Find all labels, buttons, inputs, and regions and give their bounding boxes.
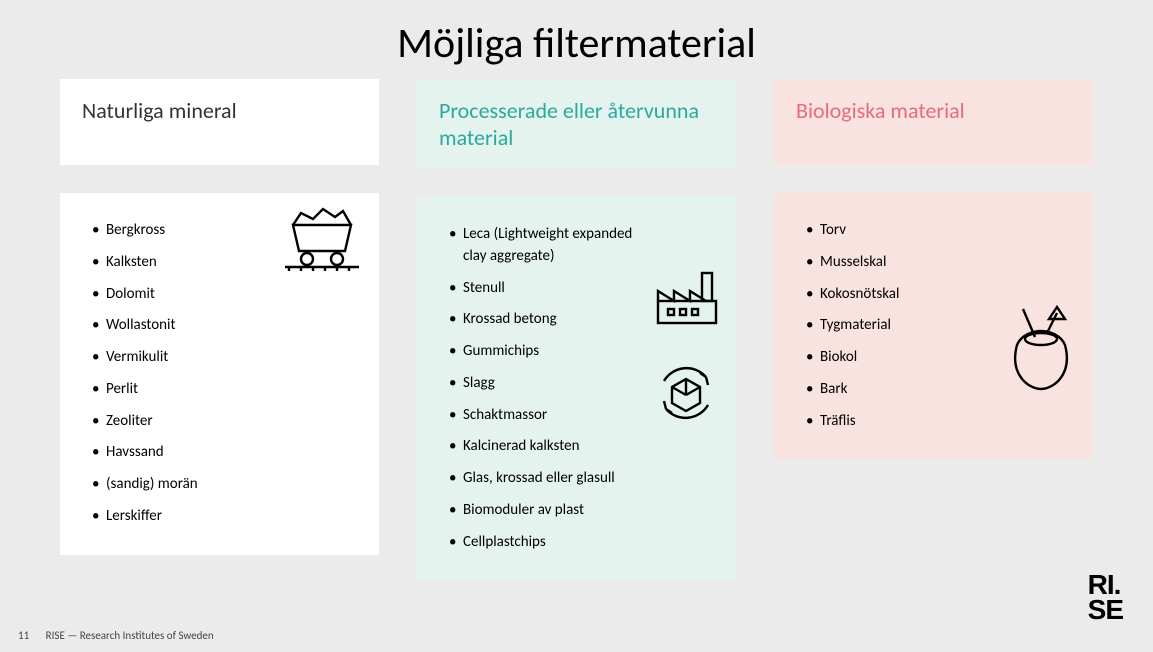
column-body: Torv Musselskal Kokosnötskal Tygmaterial… (774, 193, 1093, 459)
column-body: Leca (Lightweight expanded clay aggregat… (417, 197, 736, 580)
footer-org: RISE — Research Institutes of Sweden (46, 629, 214, 642)
list-item: Wollastonit (92, 310, 357, 342)
column-heading: Processerade eller återvunna material (417, 79, 736, 169)
list-item: Lerskiffer (92, 501, 357, 533)
list-item: Kokosnötskal (806, 279, 1071, 311)
list-item: Bergkross (92, 215, 357, 247)
list-item: Slagg (449, 368, 637, 400)
column-heading: Naturliga mineral (60, 79, 379, 165)
list-item: Cellplastchips (449, 527, 637, 559)
column-heading-text: Biologiska material (796, 97, 965, 124)
logo-line2: SE (1088, 597, 1123, 622)
item-list: Bergkross Kalksten Dolomit Wollastonit V… (82, 215, 357, 533)
list-item: Kalcinerad kalksten (449, 431, 637, 463)
list-item: Glas, krossad eller glasull (449, 463, 637, 495)
column-body: Bergkross Kalksten Dolomit Wollastonit V… (60, 193, 379, 555)
factory-icon (652, 267, 722, 332)
list-item: Musselskal (806, 247, 1071, 279)
list-item: Kalksten (92, 247, 357, 279)
rise-logo: RI. SE (1088, 572, 1123, 622)
list-item: Torv (806, 215, 1071, 247)
column-heading: Biologiska material (774, 79, 1093, 165)
page-number: 11 (18, 629, 29, 642)
list-item: Biokol (806, 342, 1071, 374)
list-item: Krossad betong (449, 304, 637, 336)
item-list: Torv Musselskal Kokosnötskal Tygmaterial… (796, 215, 1071, 437)
list-item: (sandig) morän (92, 469, 357, 501)
column-heading-text: Naturliga mineral (82, 97, 237, 124)
list-item: Schaktmassor (449, 400, 637, 432)
list-item: Gummichips (449, 336, 637, 368)
footer: 11 RISE — Research Institutes of Sweden (18, 629, 214, 642)
item-list: Leca (Lightweight expanded clay aggregat… (439, 219, 637, 558)
list-item: Zeoliter (92, 406, 357, 438)
columns-container: Naturliga mineral Bergkross Kalksten Dol… (0, 79, 1153, 580)
column-biological: Biologiska material Torv Musselskal Koko… (774, 79, 1093, 580)
list-item: Biomoduler av plast (449, 495, 637, 527)
list-item: Leca (Lightweight expanded clay aggregat… (449, 219, 637, 273)
column-heading-text: Processerade eller återvunna material (439, 97, 714, 151)
list-item: Perlit (92, 374, 357, 406)
column-natural-minerals: Naturliga mineral Bergkross Kalksten Dol… (60, 79, 379, 580)
page-title: Möjliga filtermaterial (0, 0, 1153, 79)
list-item: Bark (806, 374, 1071, 406)
recycle-box-icon (650, 357, 722, 434)
list-item: Havssand (92, 437, 357, 469)
list-item: Vermikulit (92, 342, 357, 374)
list-item: Tygmaterial (806, 310, 1071, 342)
list-item: Träflis (806, 406, 1071, 438)
list-item: Dolomit (92, 279, 357, 311)
list-item: Stenull (449, 273, 637, 305)
column-processed-recycled: Processerade eller återvunna material (417, 79, 736, 580)
